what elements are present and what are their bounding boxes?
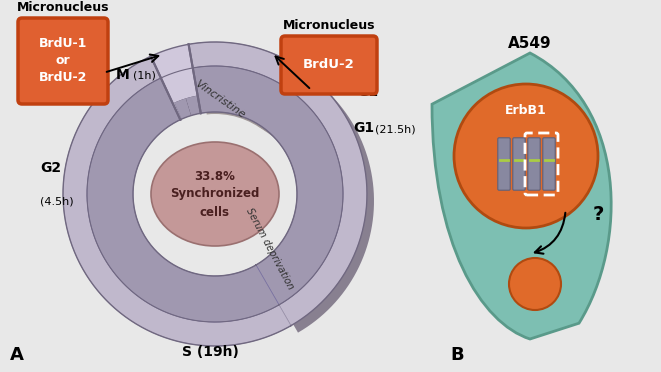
Polygon shape [193, 66, 343, 305]
Circle shape [135, 114, 295, 274]
FancyBboxPatch shape [18, 18, 108, 104]
Ellipse shape [151, 142, 279, 246]
Polygon shape [186, 96, 201, 116]
Polygon shape [151, 44, 201, 120]
FancyBboxPatch shape [513, 138, 525, 190]
Text: G1: G1 [357, 85, 378, 99]
Text: A549: A549 [508, 36, 552, 51]
Circle shape [509, 258, 561, 310]
Text: ?: ? [592, 205, 603, 224]
Text: B: B [450, 346, 463, 364]
Text: (21.5h): (21.5h) [375, 124, 416, 134]
Polygon shape [175, 98, 191, 119]
Polygon shape [175, 98, 191, 119]
Text: G2: G2 [40, 161, 61, 175]
Text: Micronucleus: Micronucleus [283, 19, 375, 32]
PathPatch shape [432, 53, 611, 339]
Polygon shape [87, 78, 279, 322]
Text: BrdU-1
or
BrdU-2: BrdU-1 or BrdU-2 [39, 38, 87, 84]
Text: ErbB1: ErbB1 [505, 105, 547, 118]
Text: S (19h): S (19h) [182, 345, 239, 359]
FancyBboxPatch shape [543, 138, 555, 190]
FancyBboxPatch shape [498, 138, 510, 190]
Text: 33.8%
Synchronized
cells: 33.8% Synchronized cells [171, 170, 260, 218]
FancyBboxPatch shape [527, 138, 540, 190]
Text: BrdU-2: BrdU-2 [303, 58, 355, 71]
Polygon shape [200, 73, 350, 312]
Text: Micronucleus: Micronucleus [17, 1, 109, 14]
Polygon shape [63, 56, 291, 346]
Circle shape [454, 84, 598, 228]
Text: (4.5h): (4.5h) [40, 196, 73, 206]
Polygon shape [188, 42, 367, 326]
Polygon shape [196, 49, 374, 333]
Text: A: A [10, 346, 24, 364]
Text: (1h): (1h) [133, 71, 156, 81]
Text: Serum deprivation: Serum deprivation [245, 206, 295, 291]
Text: Vincristine: Vincristine [193, 78, 247, 120]
Text: M: M [116, 68, 130, 82]
Text: G1: G1 [353, 121, 374, 135]
Polygon shape [186, 96, 201, 116]
FancyBboxPatch shape [281, 36, 377, 94]
